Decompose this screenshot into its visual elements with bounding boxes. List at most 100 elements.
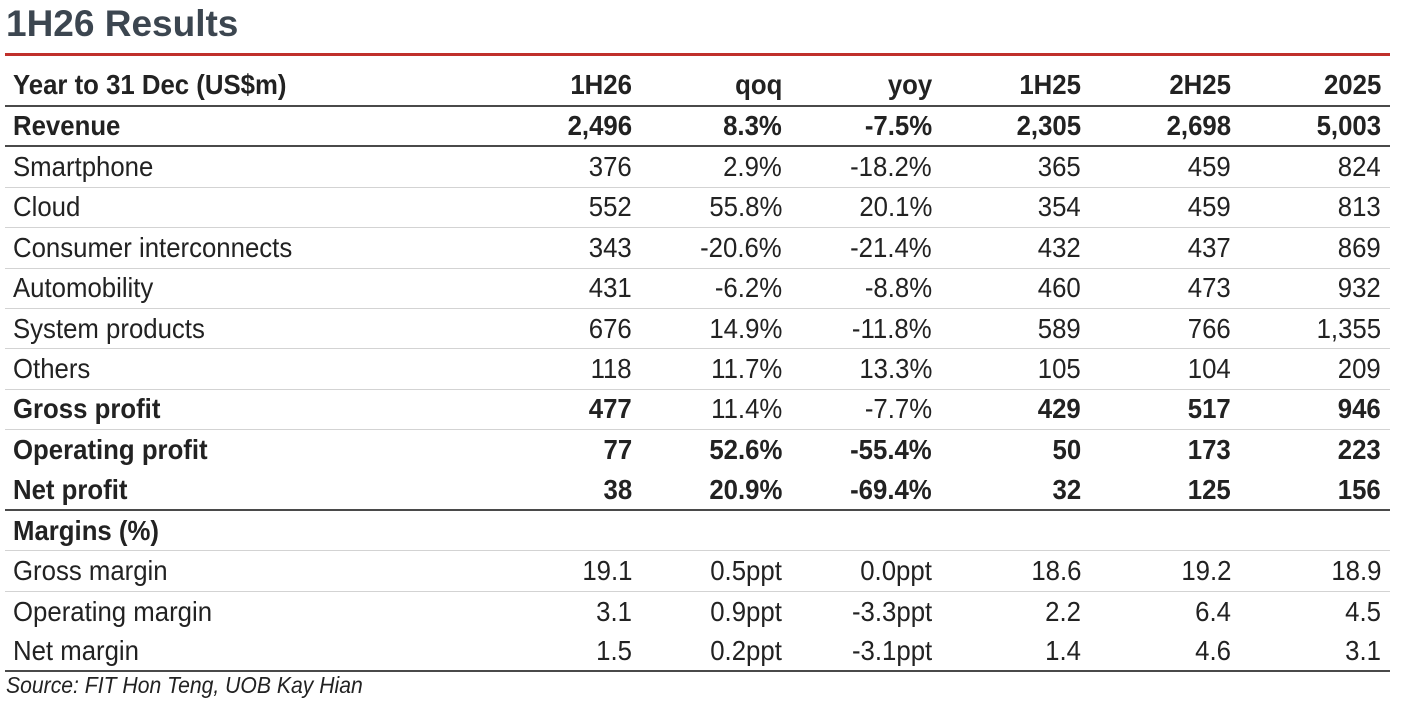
table-row-margins-section: Margins (%) (5, 511, 1390, 552)
cell-yoy: -8.8% (864, 272, 932, 304)
cell-yoy: -69.4% (850, 473, 932, 505)
cell-2025: 18.9 (1330, 554, 1381, 586)
cell-2025: 5,003 (1316, 110, 1381, 142)
cell-1h25: 365 (1038, 151, 1081, 183)
cell-2025: 223 (1338, 434, 1381, 466)
cell-yoy: -3.3ppt (851, 595, 932, 627)
cell-1h26: 477 (589, 393, 632, 425)
cell-qoq: -20.6% (700, 231, 782, 263)
cell-2h25: 4.6 (1195, 635, 1231, 667)
cell-yoy: 20.1% (858, 191, 932, 223)
column-header-qoq: qoq (734, 69, 782, 100)
cell-2025: 209 (1338, 353, 1381, 385)
table-row-revenue: Revenue 2,496 8.3% -7.5% 2,305 2,698 5,0… (5, 107, 1390, 148)
cell-qoq: -6.2% (714, 272, 782, 304)
cell-2h25: 125 (1188, 473, 1231, 505)
source-note: Source: FIT Hon Teng, UOB Kay Hian (6, 672, 363, 698)
cell-1h25: 105 (1038, 353, 1081, 385)
cell-qoq: 20.9% (708, 473, 782, 505)
row-label: Operating margin (13, 595, 213, 627)
cell-1h25: 50 (1052, 434, 1081, 466)
row-label: System products (13, 312, 205, 344)
cell-qoq: 14.9% (708, 312, 782, 344)
cell-1h26: 552 (589, 191, 632, 223)
cell-yoy: -55.4% (850, 434, 932, 466)
table-row-consumer-interconnects: Consumer interconnects 343 -20.6% -21.4%… (5, 228, 1390, 269)
cell-1h26: 431 (589, 272, 632, 304)
row-label: Others (13, 353, 91, 385)
cell-1h26: 19.1 (581, 554, 632, 586)
page-title: 1H26 Results (6, 3, 239, 44)
table-row-gross-margin: Gross margin 19.1 0.5ppt 0.0ppt 18.6 19.… (5, 551, 1390, 592)
cell-yoy: -3.1ppt (851, 635, 932, 667)
cell-1h25: 354 (1038, 191, 1081, 223)
table-row-operating-margin: Operating margin 3.1 0.9ppt -3.3ppt 2.2 … (5, 592, 1390, 632)
cell-2025: 824 (1338, 151, 1381, 183)
results-table: Year to 31 Dec (US$m) 1H26 qoq yoy 1H25 … (5, 65, 1390, 673)
cell-2025: 1,355 (1316, 312, 1381, 344)
cell-2h25: 173 (1188, 434, 1231, 466)
cell-2h25: 6.4 (1195, 595, 1231, 627)
cell-qoq: 11.4% (710, 393, 782, 425)
cell-1h25: 32 (1052, 473, 1081, 505)
cell-2025: 156 (1338, 473, 1381, 505)
cell-1h26: 3.1 (596, 595, 632, 627)
table-row-net-profit: Net profit 38 20.9% -69.4% 32 125 156 (5, 471, 1390, 511)
cell-2h25: 437 (1188, 231, 1231, 263)
cell-yoy: -21.4% (850, 231, 932, 263)
cell-qoq: 55.8% (708, 191, 782, 223)
table-row-system-products: System products 676 14.9% -11.8% 589 766… (5, 309, 1390, 350)
cell-1h26: 118 (590, 353, 632, 385)
table-row-cloud: Cloud 552 55.8% 20.1% 354 459 813 (5, 188, 1390, 229)
row-label: Operating profit (13, 434, 208, 466)
cell-qoq: 52.6% (708, 434, 782, 466)
title-rule (5, 53, 1390, 56)
cell-1h26: 38 (603, 473, 632, 505)
column-header-label: Year to 31 Dec (US$m) (13, 69, 287, 100)
cell-1h25: 432 (1038, 231, 1081, 263)
row-label: Revenue (13, 110, 121, 142)
row-label: Gross profit (13, 393, 161, 425)
cell-2h25: 459 (1188, 191, 1231, 223)
row-label: Net profit (13, 473, 128, 505)
cell-yoy: -11.8% (852, 312, 932, 344)
column-header-yoy: yoy (887, 69, 932, 100)
cell-qoq: 0.2ppt (710, 635, 782, 667)
row-label: Automobility (13, 272, 154, 304)
cell-2025: 932 (1338, 272, 1381, 304)
cell-2025: 813 (1338, 191, 1381, 223)
cell-1h26: 343 (589, 231, 632, 263)
cell-2025: 3.1 (1345, 635, 1381, 667)
column-header-2025: 2025 (1323, 69, 1381, 100)
cell-qoq: 0.9ppt (710, 595, 782, 627)
table-row-smartphone: Smartphone 376 2.9% -18.2% 365 459 824 (5, 147, 1390, 188)
row-label: Smartphone (13, 151, 154, 183)
section-label: Margins (%) (13, 514, 159, 546)
row-label: Consumer interconnects (13, 231, 293, 263)
cell-1h25: 589 (1038, 312, 1081, 344)
cell-1h25: 2,305 (1016, 110, 1081, 142)
cell-1h25: 1.4 (1045, 635, 1081, 667)
table-header-row: Year to 31 Dec (US$m) 1H26 qoq yoy 1H25 … (5, 65, 1390, 107)
cell-1h26: 1.5 (596, 635, 632, 667)
cell-yoy: -18.2% (850, 151, 932, 183)
cell-yoy: -7.5% (864, 110, 932, 142)
cell-1h26: 376 (589, 151, 632, 183)
cell-qoq: 2.9% (723, 151, 782, 183)
table-row-net-margin: Net margin 1.5 0.2ppt -3.1ppt 1.4 4.6 3.… (5, 632, 1390, 673)
cell-qoq: 0.5ppt (710, 554, 782, 586)
cell-yoy: -7.7% (864, 393, 932, 425)
cell-2h25: 2,698 (1166, 110, 1231, 142)
cell-yoy: 13.3% (858, 353, 932, 385)
column-header-1h25: 1H25 (1019, 69, 1081, 100)
cell-yoy: 0.0ppt (860, 554, 932, 586)
cell-2h25: 766 (1188, 312, 1231, 344)
table-row-others: Others 118 11.7% 13.3% 105 104 209 (5, 349, 1390, 390)
cell-1h25: 18.6 (1030, 554, 1081, 586)
cell-2h25: 517 (1188, 393, 1231, 425)
row-label: Cloud (13, 191, 81, 223)
cell-2025: 4.5 (1345, 595, 1381, 627)
column-header-1h26: 1H26 (570, 69, 632, 100)
row-label: Gross margin (13, 554, 168, 586)
cell-2025: 869 (1338, 231, 1381, 263)
